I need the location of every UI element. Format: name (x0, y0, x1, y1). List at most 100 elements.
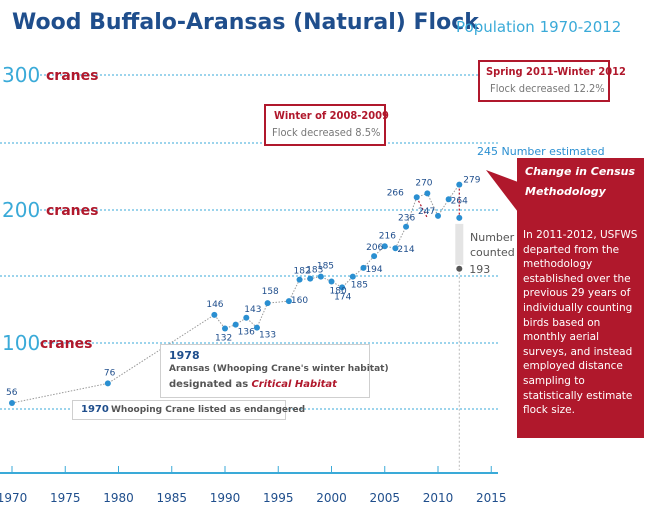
data-points: 193 (9, 181, 490, 406)
habitat-line2-prefix: designated as (169, 379, 249, 390)
point-label-2007: 236 (398, 214, 415, 224)
x-tick-label-1995: 1995 (263, 491, 294, 505)
winter-title: Winter of 2008-2009 (274, 109, 389, 122)
point-label-1994: 158 (262, 287, 279, 297)
point-label-2010: 247 (418, 207, 435, 217)
reference-unit-200: cranes (46, 203, 98, 219)
point-label-1993: 133 (259, 331, 276, 341)
reference-number-100: 100 (2, 331, 40, 355)
census-change-callout: Change in Census Methodology In 2011-201… (517, 158, 644, 438)
data-point-2007 (403, 223, 410, 230)
winter-text: Flock decreased 8.5% (272, 126, 381, 139)
reference-unit-300: cranes (46, 68, 98, 84)
point-label-2012: 279 (463, 176, 480, 186)
data-point-1998 (307, 275, 314, 282)
point-labels: 5676146132136143133158160182183185180174… (6, 176, 481, 398)
reference-number-300: 300 (2, 63, 40, 87)
data-point-2011-estimate (456, 181, 463, 188)
habitat-emphasis: Critical Habitat (251, 379, 337, 390)
data-point-2002 (349, 273, 356, 280)
endangered-year: 1970 (81, 404, 109, 415)
point-label-1989: 146 (206, 300, 223, 310)
data-point-1994 (264, 300, 271, 307)
data-point-2003 (360, 264, 367, 271)
x-tick-label-1990: 1990 (210, 491, 241, 505)
x-tick-label-1970: 1970 (0, 491, 27, 505)
point-label-1997: 182 (294, 267, 311, 277)
x-tick-label-2015: 2015 (476, 491, 507, 505)
census-body: In 2011-2012, USFWS departed from the me… (523, 229, 638, 417)
data-point-1970 (9, 400, 15, 406)
chart-title: Wood Buffalo-Aransas (Natural) Flock (12, 10, 479, 35)
x-tick-label-1975: 1975 (50, 491, 81, 505)
spring-title: Spring 2011-Winter 2012 (486, 65, 626, 78)
x-tick-label-1985: 1985 (156, 491, 187, 505)
estimated-link (448, 184, 460, 200)
spring-decline-callout: Spring 2011-Winter 2012 Flock decreased … (478, 60, 626, 102)
data-point-2008 (413, 194, 420, 201)
point-label-1996: 160 (291, 296, 308, 306)
data-point-1990 (222, 325, 228, 332)
data-point-2005 (381, 243, 388, 250)
endangered-annotation: 1970 Whooping Crane listed as endangered (72, 400, 305, 420)
point-label-2002: 185 (351, 281, 368, 291)
estimated-label: 245 Number estimated (477, 145, 605, 158)
counted-label: Number counted (470, 230, 515, 260)
chart-subtitle: Population 1970-2012 (456, 18, 622, 36)
x-tick-label-2005: 2005 (369, 491, 400, 505)
x-axis: 1970 1975 1980 1985 1990 1995 2000 2005 2010 2015 (0, 466, 507, 505)
habitat-line1: Aransas (Whooping Crane's winter habitat… (169, 364, 389, 374)
point-label-1991: 136 (238, 328, 255, 338)
count-value-label: 193 (469, 263, 490, 276)
data-point-2010 (435, 212, 441, 219)
point-label-1999: 185 (317, 262, 334, 272)
census-title-line2: Methodology (525, 185, 606, 198)
point-label-1979: 76 (104, 368, 116, 378)
point-label-2008: 266 (387, 188, 404, 198)
data-point-1989 (211, 311, 218, 318)
data-point-2000 (328, 278, 335, 285)
endangered-text: Whooping Crane listed as endangered (111, 405, 306, 415)
point-label-2003: 194 (365, 265, 382, 275)
data-point-2006 (392, 245, 399, 252)
point-label-2005: 216 (379, 231, 396, 241)
point-label-1998: 183 (306, 266, 323, 276)
point-label-2001: 174 (334, 292, 351, 302)
point-label-2009: 270 (415, 178, 432, 188)
point-label-1992: 143 (244, 305, 261, 315)
data-point-1997 (296, 276, 303, 283)
data-point-2012-estimate (456, 214, 463, 221)
data-point-2004 (371, 253, 378, 260)
point-label-2011: 264 (451, 196, 468, 206)
habitat-year: 1978 (169, 349, 200, 362)
reference-unit-100: cranes (40, 336, 92, 352)
point-label-2000: 180 (330, 287, 347, 297)
method-gap-bar (455, 223, 464, 265)
point-label-2004: 206 (366, 243, 383, 253)
x-tick-label-2010: 2010 (423, 491, 454, 505)
data-point-1993 (253, 324, 260, 331)
census-title-line1: Change in Census (525, 165, 636, 178)
data-point-1992 (243, 314, 250, 321)
spring-text: Flock decreased 12.2% (490, 82, 605, 95)
point-label-2006: 214 (397, 245, 414, 255)
habitat-annotation: 1978 Aransas (Whooping Crane's winter ha… (160, 344, 389, 398)
counted-label-line2: counted (470, 246, 515, 259)
point-label-1970: 56 (6, 388, 18, 398)
reference-number-200: 200 (2, 198, 40, 222)
data-point-2011 (445, 196, 452, 203)
data-point-1979 (104, 380, 111, 387)
census-pointer (486, 170, 518, 212)
winter-decline-callout: Winter of 2008-2009 Flock decreased 8.5% (264, 104, 389, 146)
estimated-series (416, 184, 464, 470)
data-point-1999 (317, 273, 324, 280)
point-label-1990: 132 (215, 334, 232, 344)
data-point-1991 (232, 321, 239, 328)
data-point-2012-count (456, 265, 463, 272)
counted-label-line1: Number (470, 231, 515, 244)
data-point-2001 (339, 284, 346, 291)
x-tick-label-2000: 2000 (316, 491, 347, 505)
x-tick-label-1980: 1980 (103, 491, 134, 505)
